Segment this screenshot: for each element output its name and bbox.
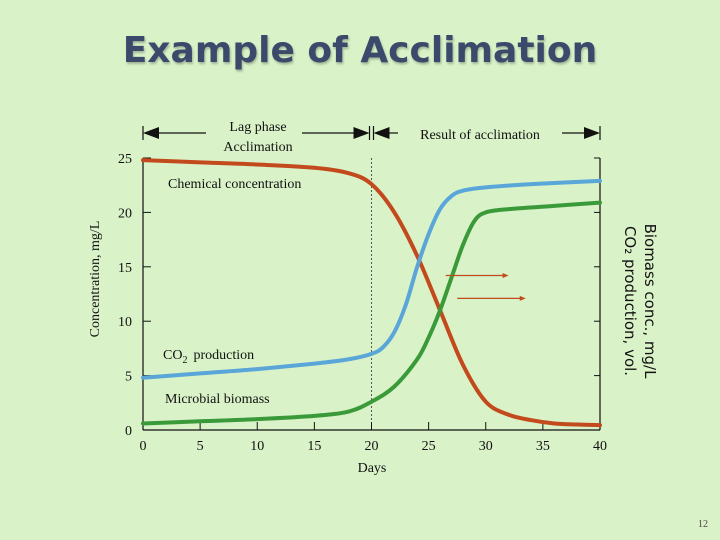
y-axis-right-title-line2: CO₂ production, vol. [621,226,639,376]
y-tick-label: 20 [118,206,132,221]
co2-subscript: 2 [182,355,187,366]
x-tick-label: 30 [479,439,493,454]
co2-rest: production [193,348,254,363]
y-tick-label: 15 [118,261,132,276]
phase2-label: Result of acclimation [420,128,540,143]
x-tick-label: 15 [307,439,321,454]
x-tick-label: 10 [250,439,264,454]
co2-production-label: CO2 production [163,348,254,366]
x-tick-label: 35 [536,439,550,454]
co2-series-line [141,178,602,380]
y-axis-right-title-line1: Biomass conc., mg/L [641,224,659,380]
chemical-series-line [141,158,602,428]
y-tick-label: 25 [118,152,132,167]
slide-title: Example of Acclimation [122,30,598,71]
annotation-arrow-head [502,273,509,279]
y-tick-label: 0 [125,424,132,439]
y-tick-label: 10 [118,315,132,330]
phase-arrow-head [353,127,370,139]
phase1-label-line2: Acclimation [223,140,292,155]
phase-arrow-head [373,127,390,139]
co2-main: CO [163,348,182,363]
y-tick-label: 5 [125,370,132,385]
x-tick-label: 5 [197,439,204,454]
phase-arrow-head [584,127,600,139]
annotation-arrow-head [519,295,526,301]
x-tick-label: 40 [593,439,607,454]
x-tick-label: 0 [140,439,147,454]
x-tick-label: 25 [422,439,436,454]
phase-arrow-head [143,127,159,139]
phase1-label-line1: Lag phase [229,120,286,135]
microbial-biomass-label: Microbial biomass [165,392,270,407]
x-tick-label: 20 [365,439,379,454]
y-axis-left-title: Concentration, mg/L [88,221,103,338]
chemical-concentration-label: Chemical concentration [168,177,301,192]
page-number: 12 [698,519,708,530]
x-axis-title: Days [358,461,387,476]
biomass-series-line [141,200,602,426]
